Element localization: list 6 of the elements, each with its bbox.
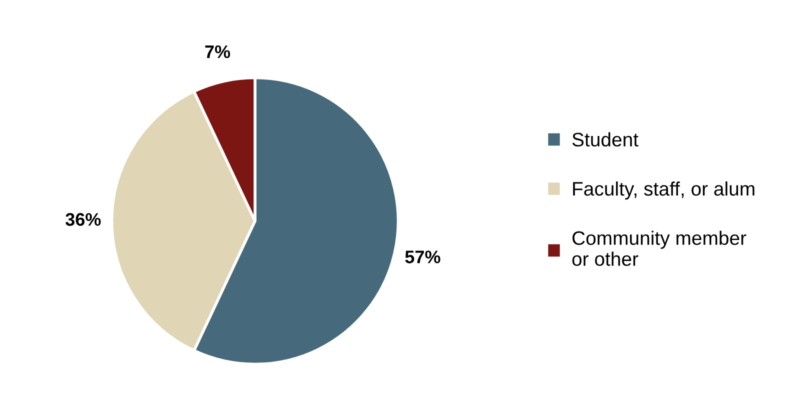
data-label: 36% xyxy=(66,213,101,226)
legend-label: Community member or other xyxy=(572,230,746,266)
data-label: 7% xyxy=(205,45,230,58)
legend-label: Student xyxy=(572,132,638,147)
data-label: 57% xyxy=(405,250,440,264)
legend-label: Faculty, staff, or alum xyxy=(573,181,754,200)
